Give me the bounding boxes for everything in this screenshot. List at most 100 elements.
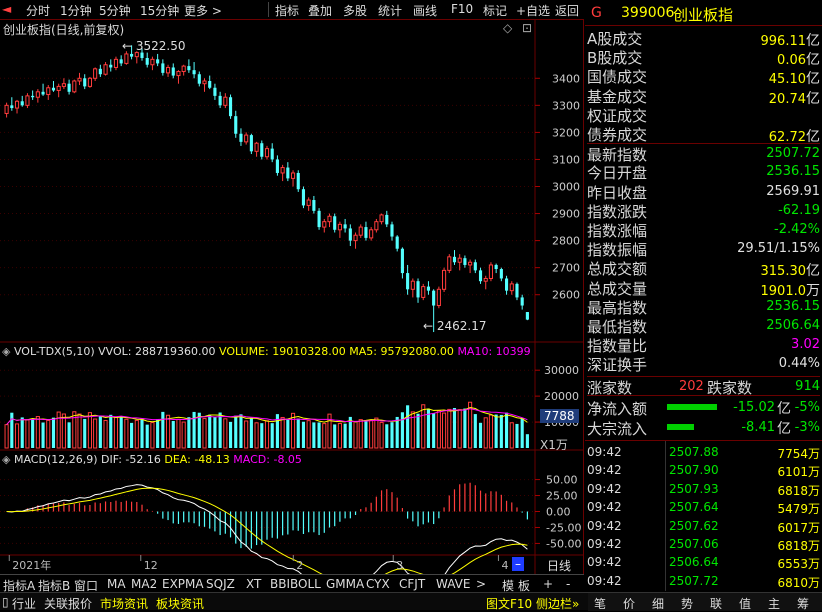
status-sidebar[interactable]: 侧边栏» bbox=[536, 597, 580, 611]
tick-row[interactable]: 09:42 2507.62 6017万 bbox=[587, 517, 820, 535]
price-tick-label: 2800 bbox=[552, 235, 580, 248]
panel-tab[interactable]: 笔 bbox=[594, 597, 607, 611]
indicator-tab[interactable]: CFJT bbox=[399, 577, 426, 591]
quote-row-value: 2507.72 bbox=[766, 146, 820, 162]
panel-tab[interactable]: 值 bbox=[739, 597, 752, 611]
indicator-tab[interactable]: SQJZ bbox=[206, 577, 235, 591]
multi-stock-button[interactable]: 多股 bbox=[343, 4, 368, 18]
indicator-tab[interactable]: > bbox=[476, 577, 487, 591]
status-menu-icon[interactable]: ▯ bbox=[2, 595, 9, 609]
volume-bar bbox=[275, 414, 279, 448]
indicator-tab[interactable]: 指标A bbox=[3, 579, 36, 593]
macd-name: MACD(12,26,9) bbox=[13, 453, 98, 466]
stats-button[interactable]: 统计 bbox=[378, 4, 403, 18]
panel-tab[interactable]: 筹 bbox=[797, 597, 810, 611]
tick-row[interactable]: 09:42 2507.72 6810万 bbox=[587, 572, 820, 590]
menu-icon[interactable]: ◄ bbox=[2, 2, 12, 16]
panel-tab[interactable]: 价 bbox=[623, 597, 636, 611]
quote-row-value: 2506.64 bbox=[766, 318, 820, 333]
panel-tab[interactable]: 主 bbox=[768, 597, 781, 611]
tab-1min[interactable]: 1分钟 bbox=[60, 4, 92, 18]
status-f10[interactable]: 图文F10 bbox=[486, 597, 533, 611]
quote-row: B股成交 0.06亿 bbox=[587, 47, 820, 68]
up-count-label: 涨家数 bbox=[587, 379, 633, 397]
mark-button[interactable]: 标记 bbox=[483, 4, 508, 18]
kline-chart-svg[interactable]: 3400 3300 3200 3100 3000 2900 2800 2700 2600 3000… bbox=[0, 20, 584, 574]
macd-settings-icon[interactable]: ◈ bbox=[2, 453, 11, 466]
back-button[interactable]: 返回 bbox=[555, 4, 580, 18]
date-label: 2 bbox=[296, 559, 303, 572]
quote-row: 指数涨跌 -62.19 bbox=[587, 201, 820, 221]
chart-settings-icon[interactable]: ◇ bbox=[503, 21, 513, 35]
indicator-tab[interactable]: CYX bbox=[366, 577, 390, 591]
quote-row: 今日开盘 2536.15 bbox=[587, 162, 820, 182]
status-industry[interactable]: 行业 bbox=[12, 597, 37, 611]
volume-bar bbox=[488, 414, 494, 449]
chart-expand-icon[interactable]: ⊡ bbox=[522, 21, 533, 35]
volume-bar bbox=[468, 401, 473, 449]
quote-row: 总成交额 315.30亿 bbox=[587, 258, 820, 279]
tick-row[interactable]: 09:42 2506.64 6553万 bbox=[587, 553, 820, 571]
quote-row-label: 昨日收盘 bbox=[587, 183, 648, 202]
tick-row[interactable]: 09:42 2507.90 6101万 bbox=[587, 461, 820, 479]
indicator-button[interactable]: 指标 bbox=[275, 4, 300, 18]
tab-more[interactable]: 更多 > bbox=[184, 4, 222, 18]
price-tick-label: 3000 bbox=[552, 181, 580, 194]
quote-row-value: 62.72亿 bbox=[768, 129, 820, 145]
add-watchlist-button[interactable]: +自选 bbox=[516, 4, 551, 18]
panel-tab[interactable]: 联 bbox=[710, 597, 723, 611]
index-code: 399006 bbox=[621, 5, 675, 21]
draw-line-button[interactable]: 画线 bbox=[413, 4, 438, 18]
candle-body bbox=[208, 80, 212, 88]
tick-row[interactable]: 09:42 2507.88 7754万 bbox=[587, 443, 820, 461]
indicator-tab[interactable]: 板 bbox=[518, 579, 531, 593]
overlay-button[interactable]: 叠加 bbox=[308, 4, 333, 18]
candle-body bbox=[505, 278, 509, 291]
indicator-tab[interactable]: + bbox=[543, 577, 554, 591]
zoom-out-button[interactable]: – bbox=[512, 557, 524, 571]
kline-chart-area[interactable]: 3400 3300 3200 3100 3000 2900 2800 2700 2600 3000… bbox=[0, 20, 584, 574]
panel-tab[interactable]: 势 bbox=[681, 597, 694, 611]
vol-settings-icon[interactable]: ◈ bbox=[2, 345, 11, 358]
period-label[interactable]: 日线 bbox=[547, 559, 572, 573]
status-market-news[interactable]: 市场资讯 bbox=[100, 597, 149, 611]
tab-15min[interactable]: 15分钟 bbox=[140, 4, 180, 18]
indicator-tab[interactable]: 窗口 bbox=[74, 579, 99, 593]
indicator-tab[interactable]: 模 bbox=[502, 579, 515, 593]
volume-bar bbox=[515, 423, 519, 448]
quote-row: 深证换手 0.44% bbox=[587, 354, 820, 374]
indicator-tab[interactable]: MA bbox=[107, 577, 126, 591]
candle-body bbox=[51, 87, 56, 91]
tick-row[interactable]: 09:42 2507.06 6818万 bbox=[587, 535, 820, 553]
candle-body bbox=[421, 286, 426, 298]
panel-tab[interactable]: 细 bbox=[652, 597, 665, 611]
status-related-quote[interactable]: 关联报价 bbox=[44, 597, 93, 611]
tick-row[interactable]: 09:42 2507.64 5479万 bbox=[587, 498, 820, 516]
candle-body bbox=[379, 214, 384, 223]
tab-timeshare[interactable]: 分时 bbox=[26, 4, 51, 18]
tick-volume: 7754万 bbox=[777, 447, 820, 461]
candle-body bbox=[61, 83, 66, 87]
volume-bar bbox=[192, 411, 196, 448]
volume-bar bbox=[67, 422, 71, 448]
indicator-tab[interactable]: - bbox=[566, 577, 571, 591]
tick-list[interactable]: 09:42 2507.88 7754万 09:42 2507.90 6101万 09:42 2… bbox=[585, 440, 822, 591]
tab-5min[interactable]: 5分钟 bbox=[99, 4, 131, 18]
status-sector-news[interactable]: 板块资讯 bbox=[156, 597, 205, 611]
volume-bar bbox=[181, 421, 186, 449]
candle-body bbox=[483, 277, 488, 282]
indicator-tab[interactable]: XT bbox=[246, 577, 262, 591]
tick-row[interactable]: 09:42 2507.93 6818万 bbox=[587, 480, 820, 498]
indicator-tab[interactable]: WAVE bbox=[436, 577, 471, 591]
f10-button[interactable]: F10 bbox=[451, 2, 474, 16]
up-count: 202 bbox=[679, 379, 704, 394]
indicator-tab[interactable]: GMMA bbox=[326, 577, 365, 591]
indicator-tab[interactable]: EXPMA bbox=[162, 577, 204, 591]
indicator-tab[interactable]: 指标B bbox=[38, 579, 71, 593]
indicator-tab[interactable]: BBIBOLL bbox=[270, 577, 321, 591]
down-count-label: 跌家数 bbox=[707, 379, 753, 397]
quote-row: A股成交 996.11亿 bbox=[587, 28, 820, 49]
candle-body bbox=[306, 199, 311, 206]
indicator-tab[interactable]: MA2 bbox=[131, 577, 158, 591]
candle-body bbox=[181, 65, 186, 73]
